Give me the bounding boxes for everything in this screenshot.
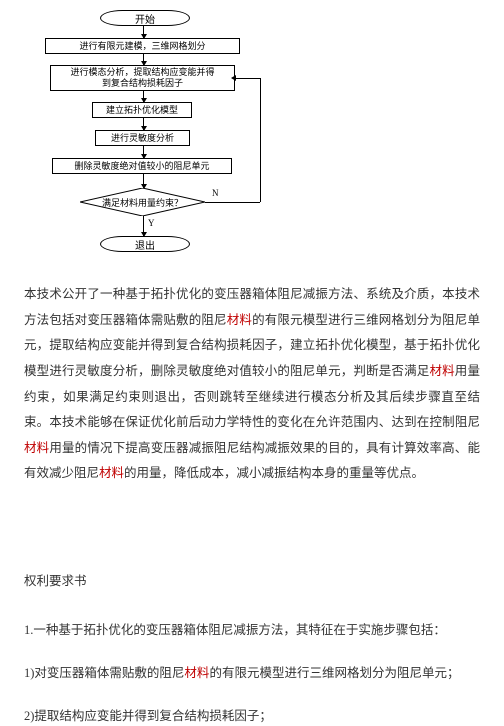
flow-edge bbox=[143, 146, 144, 158]
flow-edge bbox=[143, 54, 144, 65]
flow-label-n: N bbox=[212, 188, 219, 198]
flow-edge bbox=[143, 91, 144, 102]
flow-start: 开始 bbox=[100, 10, 190, 26]
claim-1: 1.一种基于拓扑优化的变压器箱体阻尼减振方法，其特征在于实施步骤包括： bbox=[24, 620, 480, 640]
highlight-material: 材料 bbox=[99, 466, 124, 480]
flow-p3: 建立拓扑优化模型 bbox=[92, 102, 192, 118]
flow-p4: 进行灵敏度分析 bbox=[95, 130, 190, 146]
flow-edge bbox=[143, 216, 144, 236]
highlight-material: 材料 bbox=[184, 666, 209, 680]
abstract-paragraph: 本技术公开了一种基于拓扑优化的变压器箱体阻尼减振方法、系统及介质，本技术方法包括… bbox=[24, 282, 480, 487]
flow-p2: 进行模态分析，提取结构应变能并得到复合结构损耗因子 bbox=[50, 65, 235, 91]
flow-edge bbox=[143, 118, 144, 130]
flow-end: 退出 bbox=[100, 236, 190, 252]
flow-loop-seg bbox=[205, 202, 260, 203]
highlight-material: 材料 bbox=[227, 313, 252, 327]
flow-d1-label: 满足材料用量约束？ bbox=[80, 196, 205, 209]
claim-2: 1)对变压器箱体需贴敷的阻尼材料的有限元模型进行三维网格划分为阻尼单元； bbox=[24, 663, 480, 683]
flow-label-y: Y bbox=[148, 218, 155, 228]
highlight-material: 材料 bbox=[24, 441, 49, 455]
flowchart: 开始进行有限元建模，三维网格划分进行模态分析，提取结构应变能并得到复合结构损耗因… bbox=[40, 10, 270, 275]
flow-loop-seg bbox=[260, 78, 261, 202]
flow-p1: 进行有限元建模，三维网格划分 bbox=[45, 38, 240, 54]
claims-title: 权利要求书 bbox=[24, 570, 87, 589]
flow-p5: 删除灵敏度绝对值较小的阻尼单元 bbox=[52, 158, 232, 174]
flow-edge bbox=[143, 26, 144, 38]
flow-edge bbox=[143, 174, 144, 188]
flow-loop-arrow bbox=[231, 75, 236, 81]
highlight-material: 材料 bbox=[429, 364, 454, 378]
claim-3: 2)提取结构应变能并得到复合结构损耗因子； bbox=[24, 706, 480, 726]
flow-loop-seg bbox=[235, 78, 260, 79]
